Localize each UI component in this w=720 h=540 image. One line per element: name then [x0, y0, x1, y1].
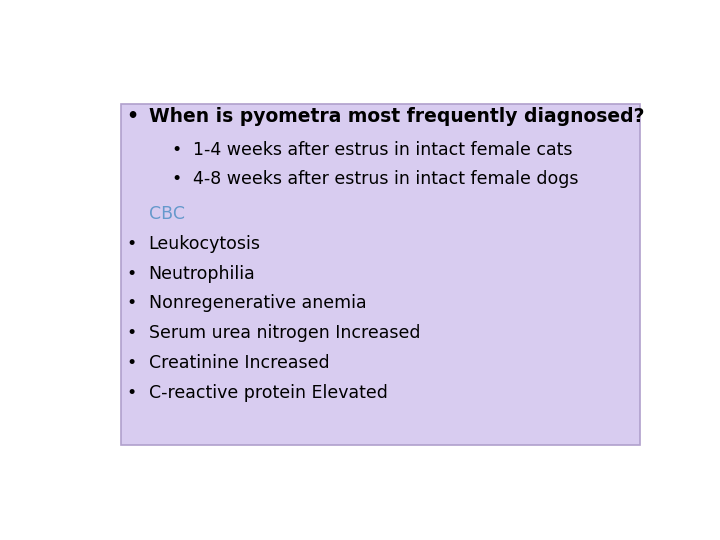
- Text: 1-4 weeks after estrus in intact female cats: 1-4 weeks after estrus in intact female …: [193, 141, 572, 159]
- Text: •: •: [127, 294, 137, 313]
- Text: Nonregenerative anemia: Nonregenerative anemia: [148, 294, 366, 313]
- FancyBboxPatch shape: [121, 104, 639, 445]
- Text: •: •: [127, 354, 137, 373]
- Text: Serum urea nitrogen Increased: Serum urea nitrogen Increased: [148, 325, 420, 342]
- Text: CBC: CBC: [148, 206, 184, 224]
- Text: •: •: [127, 384, 137, 402]
- Text: •: •: [126, 107, 138, 126]
- Text: •: •: [127, 234, 137, 253]
- Text: C-reactive protein Elevated: C-reactive protein Elevated: [148, 384, 387, 402]
- Text: •: •: [127, 265, 137, 282]
- Text: When is pyometra most frequently diagnosed?: When is pyometra most frequently diagnos…: [148, 107, 644, 126]
- Text: •: •: [127, 325, 137, 342]
- Text: Neutrophilia: Neutrophilia: [148, 265, 256, 282]
- Text: Creatinine Increased: Creatinine Increased: [148, 354, 329, 373]
- Text: 4-8 weeks after estrus in intact female dogs: 4-8 weeks after estrus in intact female …: [193, 170, 579, 188]
- Text: •: •: [171, 170, 181, 188]
- Text: •: •: [171, 141, 181, 159]
- Text: Leukocytosis: Leukocytosis: [148, 234, 261, 253]
